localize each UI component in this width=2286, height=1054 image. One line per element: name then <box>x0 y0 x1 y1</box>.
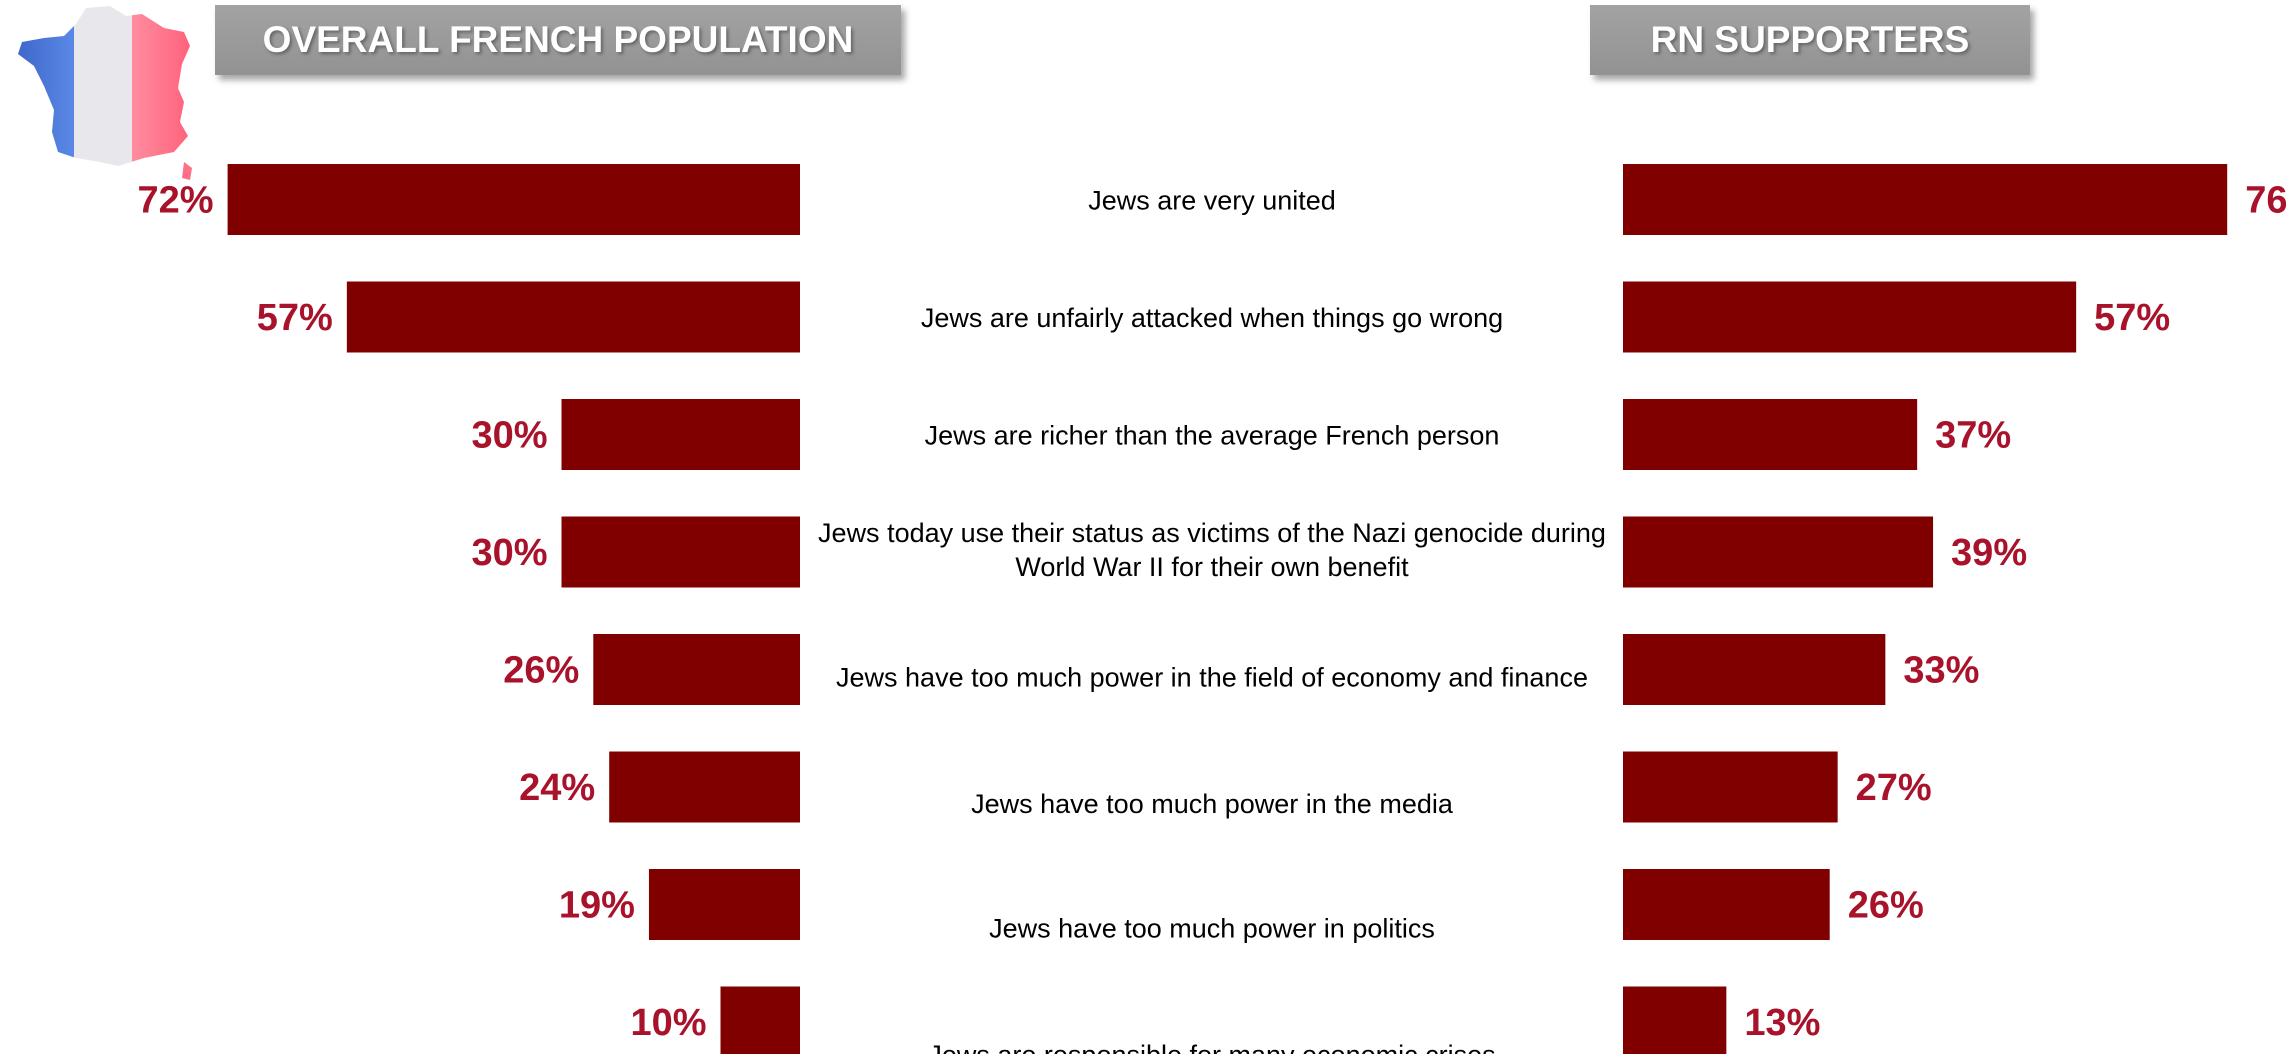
category-label-2: Jews are richer than the average French … <box>925 421 1500 451</box>
bar-left-7 <box>720 986 800 1054</box>
bar-right-0 <box>1623 164 2228 235</box>
value-label-left-7: 10% <box>630 1002 706 1044</box>
bar-right-4 <box>1623 634 1886 705</box>
bar-right-5 <box>1623 751 1838 823</box>
value-label-right-2: 37% <box>1935 415 2011 457</box>
bar-left-3 <box>561 516 800 588</box>
bar-right-1 <box>1623 281 2077 353</box>
value-label-left-3: 30% <box>471 532 547 574</box>
value-label-left-6: 19% <box>559 885 635 927</box>
value-label-right-1: 57% <box>2094 297 2170 339</box>
category-label-6: Jews have too much power in politics <box>989 914 1435 944</box>
bar-right-2 <box>1623 399 1918 470</box>
value-label-left-1: 57% <box>257 297 333 339</box>
category-label-3-line-1: World War II for their own benefit <box>1015 552 1409 582</box>
category-label-7: Jews are responsible for many economic c… <box>928 1040 1495 1054</box>
france-flag-map-icon <box>18 6 192 180</box>
value-label-left-4: 26% <box>503 650 579 692</box>
value-label-left-0: 72% <box>138 180 214 222</box>
value-label-right-4: 33% <box>1903 650 1979 692</box>
value-label-right-5: 27% <box>1856 767 1932 809</box>
value-label-left-2: 30% <box>471 415 547 457</box>
bar-right-7 <box>1623 986 1727 1054</box>
value-label-left-5: 24% <box>519 767 595 809</box>
bar-left-1 <box>346 281 800 353</box>
bar-left-4 <box>593 634 800 705</box>
bar-right-3 <box>1623 516 1934 588</box>
value-label-right-3: 39% <box>1951 532 2027 574</box>
bar-left-6 <box>648 869 800 940</box>
value-label-right-6: 26% <box>1848 885 1924 927</box>
category-label-1: Jews are unfairly attacked when things g… <box>921 303 1503 333</box>
bar-left-2 <box>561 399 800 470</box>
category-label-3-line-0: Jews today use their status as victims o… <box>818 518 1606 548</box>
category-label-5: Jews have too much power in the media <box>971 789 1454 819</box>
bar-left-0 <box>227 164 801 235</box>
bar-right-6 <box>1623 869 1830 940</box>
category-label-4: Jews have too much power in the field of… <box>836 663 1588 693</box>
bar-left-5 <box>609 751 800 823</box>
category-label-0: Jews are very united <box>1088 186 1336 216</box>
value-label-right-0: 76% <box>2245 180 2286 222</box>
value-label-right-7: 13% <box>1744 1002 1820 1044</box>
header-rn-supporters: RN SUPPORTERS <box>1590 5 2030 75</box>
header-overall-french-population: OVERALL FRENCH POPULATION <box>215 5 901 75</box>
